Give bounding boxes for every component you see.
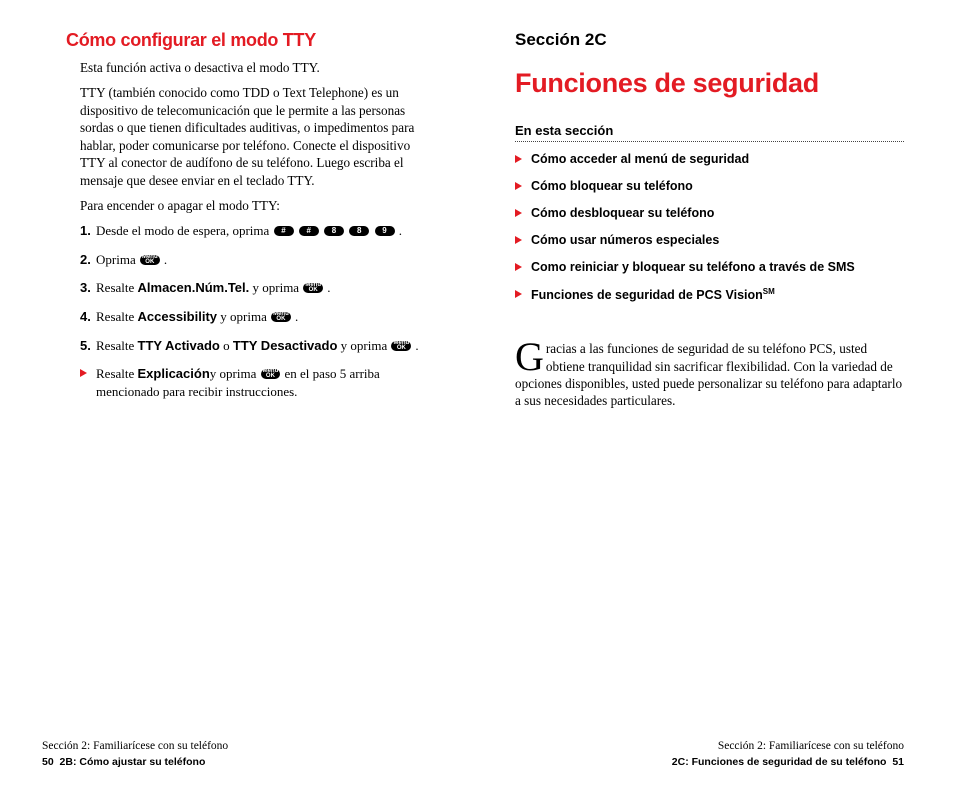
toc-item: Cómo bloquear su teléfono (515, 179, 904, 193)
step-1: Desde el modo de espera, oprima # # 8 8 … (80, 222, 437, 240)
toc-list: Cómo acceder al menú de seguridad Cómo b… (515, 152, 904, 302)
sub-bullet-list: Resalte Explicacióny oprima MenuOK en el… (66, 365, 437, 400)
toc-item: Cómo desbloquear su teléfono (515, 206, 904, 220)
left-para-3: Para encender o apagar el modo TTY: (66, 197, 437, 214)
key-8-icon: 8 (324, 226, 344, 236)
right-page: Sección 2C Funciones de seguridad En est… (477, 0, 954, 795)
steps-list: Desde el modo de espera, oprima # # 8 8 … (66, 222, 437, 354)
toc-item: Cómo acceder al menú de seguridad (515, 152, 904, 166)
left-para-2: TTY (también conocido como TDD o Text Te… (66, 84, 437, 189)
page-spread: Cómo configurar el modo TTY Esta función… (0, 0, 954, 795)
left-footer: Sección 2: Familiarícese con su teléfono… (42, 739, 228, 769)
footer-section-label: Sección 2: Familiarícese con su teléfono (672, 739, 904, 755)
subhead: En esta sección (515, 123, 904, 138)
key-8-icon: 8 (349, 226, 369, 236)
dotted-rule (515, 141, 904, 142)
step-5: Resalte TTY Activado o TTY Desactivado y… (80, 337, 437, 355)
sub-bullet: Resalte Explicacióny oprima MenuOK en el… (80, 365, 437, 400)
key-menu-icon: MenuOK (261, 369, 281, 379)
key-9-icon: 9 (375, 226, 395, 236)
right-footer: Sección 2: Familiarícese con su teléfono… (672, 739, 904, 769)
footer-page-label: 50 2B: Cómo ajustar su teléfono (42, 755, 228, 769)
footer-section-label: Sección 2: Familiarícese con su teléfono (42, 739, 228, 755)
step-2: Oprima MenuOK . (80, 251, 437, 269)
key-menu-icon: MenuOK (391, 341, 411, 351)
toc-item: Funciones de seguridad de PCS VisionSM (515, 287, 904, 302)
toc-item: Cómo usar números especiales (515, 233, 904, 247)
left-para-1: Esta función activa o desactiva el modo … (66, 59, 437, 76)
key-hash-icon: # (299, 226, 319, 236)
toc-item: Como reiniciar y bloquear su teléfono a … (515, 260, 904, 274)
dropcap: G (515, 340, 546, 372)
left-heading: Cómo configurar el modo TTY (66, 30, 437, 51)
key-hash-icon: # (274, 226, 294, 236)
step-3: Resalte Almacen.Núm.Tel. y oprima MenuOK… (80, 279, 437, 297)
step-4: Resalte Accessibility y oprima MenuOK . (80, 308, 437, 326)
intro-paragraph: Gracias a las funciones de seguridad de … (515, 340, 904, 410)
footer-page-label: 2C: Funciones de seguridad de su teléfon… (672, 755, 904, 769)
section-title: Funciones de seguridad (515, 68, 904, 99)
section-label: Sección 2C (515, 30, 904, 50)
left-page: Cómo configurar el modo TTY Esta función… (0, 0, 477, 795)
key-menu-icon: MenuOK (140, 255, 160, 265)
key-menu-icon: MenuOK (271, 312, 291, 322)
key-menu-icon: MenuOK (303, 283, 323, 293)
